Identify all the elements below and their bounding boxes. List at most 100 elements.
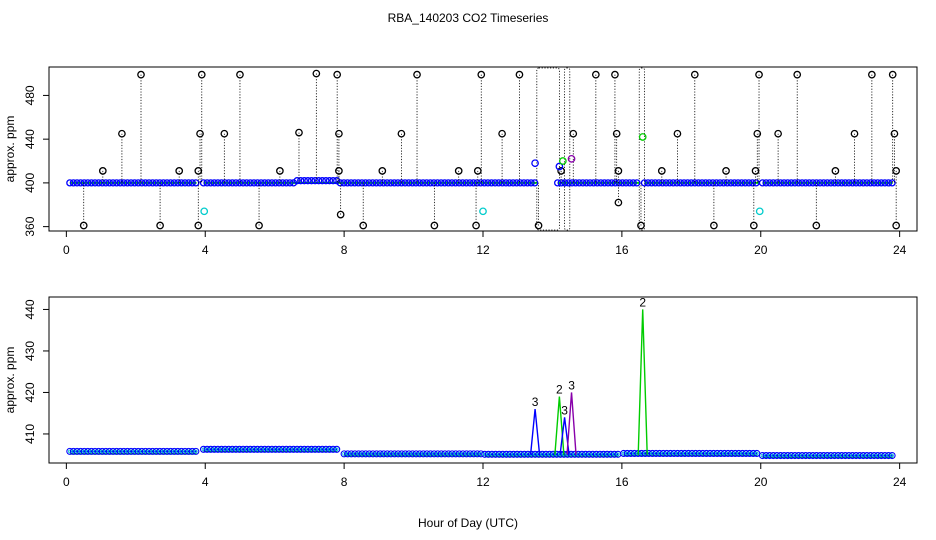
bottom-band-inner-point [464, 452, 469, 456]
bottom-band-inner-point [814, 453, 819, 458]
bottom-band-inner-point [612, 452, 617, 457]
bottom-band-point [884, 451, 893, 460]
bottom-band-point [369, 450, 377, 458]
top-baseline-point [838, 179, 846, 187]
bottom-band-point [713, 449, 721, 458]
top-mid-spike-point [196, 129, 204, 138]
top-baseline-point [264, 179, 272, 187]
top-baseline-point [372, 179, 380, 187]
top-baseline-point [401, 179, 409, 187]
top-cyan-point [755, 207, 764, 216]
bottom-band-point [268, 445, 276, 453]
top-baseline-point [466, 179, 474, 187]
bottom-band-inner-point [273, 447, 278, 452]
bottom-band-point [596, 450, 604, 458]
bottom-band-inner-point [726, 451, 730, 456]
bottom-band-point [688, 449, 696, 458]
bottom-band-point [874, 451, 882, 460]
bottom-band-point [830, 451, 839, 460]
bottom-band-inner-point [755, 451, 759, 456]
top-baseline-point [170, 179, 178, 187]
bottom-peak-label: 2 [639, 295, 646, 309]
top-low-spike-point [276, 167, 284, 175]
bottom-band-point [742, 449, 750, 458]
bottom-band-point [358, 450, 366, 458]
bottom-band-inner-point [450, 452, 454, 456]
top-baseline-point [863, 179, 871, 187]
top-baseline-point [437, 179, 445, 187]
bottom-band-inner-point [360, 452, 364, 456]
bottom-band-point [250, 445, 258, 453]
top-baseline-point [253, 179, 262, 187]
bottom-y-tick-label: 440 [23, 299, 37, 319]
top-low-spike-point [557, 167, 565, 175]
bottom-x-tick-label: 0 [63, 475, 70, 489]
top-baseline-point [658, 179, 667, 187]
top-baseline-point [351, 179, 359, 187]
top-baseline-point [582, 179, 591, 187]
bottom-band-inner-point [693, 451, 698, 456]
bottom-band-point [127, 447, 135, 455]
top-baseline-point [358, 179, 366, 187]
bottom-band-inner-point [704, 451, 709, 456]
top-baseline-point [727, 179, 735, 187]
bottom-band-inner-point [616, 452, 620, 457]
bottom-band-point [674, 449, 682, 458]
bottom-band-inner-point [435, 452, 440, 456]
bottom-band-point [444, 450, 453, 458]
bottom-x-axis: 0 4 8 12 16 20 24 [63, 463, 907, 489]
top-baseline-point [297, 177, 305, 185]
bottom-band-inner-point [244, 447, 249, 452]
bottom-band-inner-point [740, 451, 745, 456]
top-baseline-point [315, 177, 323, 185]
top-baseline-point [423, 179, 431, 187]
bottom-band-inner-point [686, 451, 691, 456]
bottom-band-point [607, 450, 615, 458]
top-baseline-point [225, 179, 233, 187]
top-baseline-point [87, 179, 96, 187]
bottom-band-point [87, 447, 95, 455]
bottom-band-point [681, 449, 689, 458]
top-high-spike-point [793, 70, 802, 79]
bottom-band-point [426, 450, 435, 458]
top-baseline-point [177, 179, 186, 187]
top-baseline-point [633, 179, 641, 187]
bottom-band-inner-point [86, 449, 90, 454]
top-baseline-point [505, 179, 514, 187]
top-baseline-point [73, 179, 81, 187]
bottom-band-point [773, 451, 781, 460]
bottom-band-inner-point [605, 452, 609, 457]
bottom-band-point [416, 450, 424, 458]
top-mid-spike-point [220, 129, 229, 138]
top-mid-spike-point [673, 129, 682, 138]
top-x-tick-label: 20 [754, 243, 768, 257]
bottom-band-point [210, 445, 218, 453]
top-mid-spike-point [498, 129, 506, 138]
top-low-spike-point [175, 167, 184, 175]
top-baseline-point [647, 179, 656, 187]
bottom-band-inner-point [701, 451, 705, 456]
top-baseline-point [845, 179, 853, 187]
bottom-band-inner-point [324, 447, 328, 452]
top-baseline-point [379, 179, 388, 187]
bottom-band-inner-point [639, 451, 644, 456]
top-dip-point [359, 221, 368, 230]
top-mid-spike-point [612, 129, 621, 138]
bottom-band-point [749, 449, 757, 458]
bottom-band-inner-point [493, 452, 498, 457]
top-low-spike-point [614, 167, 623, 175]
top-baseline-point [459, 179, 467, 187]
top-baseline-point [426, 179, 434, 187]
bottom-band-inner-point [104, 449, 108, 454]
bottom-band-inner-point [78, 449, 83, 454]
bottom-band-point [856, 451, 864, 460]
top-baseline-point [780, 179, 788, 187]
bottom-band-inner-point [295, 447, 299, 452]
top-baseline-point [469, 179, 478, 187]
top-baseline-point [361, 179, 370, 187]
top-x-tick-label: 0 [63, 243, 70, 257]
top-high-spike-point [755, 70, 763, 79]
top-baseline-point [415, 179, 424, 187]
bottom-plot-frame [48, 296, 918, 464]
